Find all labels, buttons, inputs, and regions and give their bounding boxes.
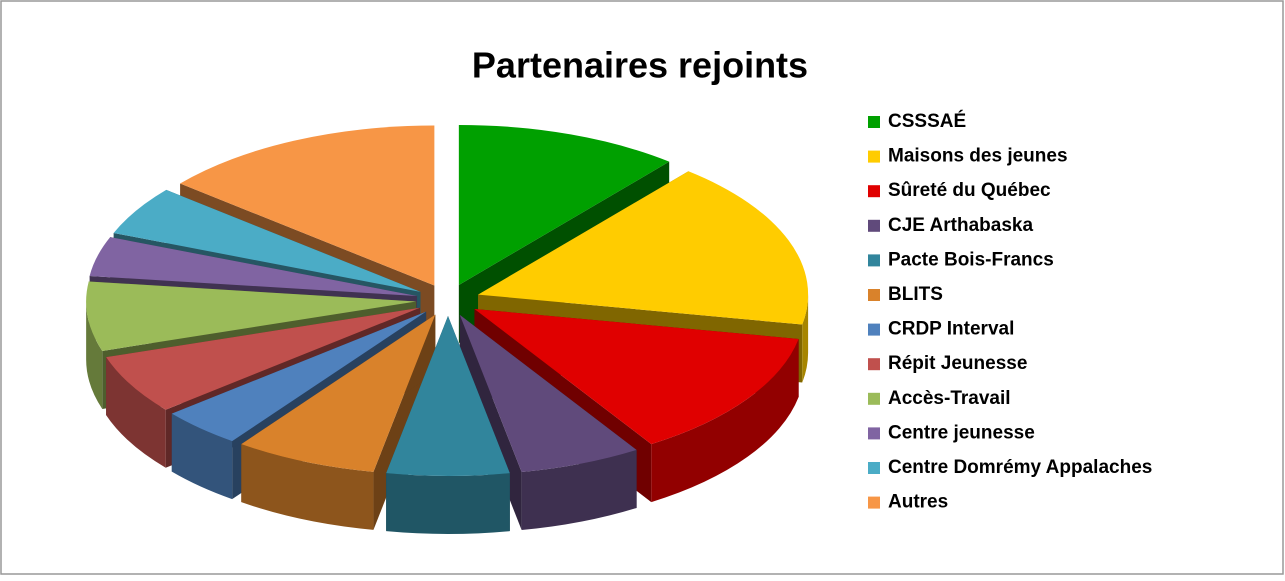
legend-label: Centre Domrémy Appalaches <box>888 457 1152 478</box>
slice-top <box>89 237 418 297</box>
slice-side <box>802 294 809 383</box>
legend-swatch <box>868 427 880 440</box>
slice-top <box>171 311 427 442</box>
legend-swatch <box>868 254 880 267</box>
slice-side <box>171 413 233 500</box>
slice-top <box>474 308 799 445</box>
slice-side <box>386 473 510 534</box>
slice-top <box>86 281 417 351</box>
slice-top <box>241 314 436 472</box>
legend-label: Centre jeunesse <box>888 422 1035 443</box>
chart-title: Partenaires rejoints <box>472 45 808 86</box>
slice-side <box>86 301 103 409</box>
legend-swatch <box>868 358 880 371</box>
legend-label: CSSSAÉ <box>888 110 966 132</box>
pie-slice <box>386 316 510 534</box>
legend-label: Autres <box>888 492 948 513</box>
legend-swatch <box>868 392 880 405</box>
legend-swatch <box>868 289 880 301</box>
slice-top <box>386 316 510 477</box>
slice-side <box>521 449 637 531</box>
slice-top <box>180 125 435 286</box>
legend-label: Répit Jeunesse <box>888 353 1027 374</box>
slice-top <box>106 307 420 410</box>
legend-swatch <box>868 150 880 163</box>
slice-top <box>458 124 670 285</box>
legend-swatch <box>868 185 880 198</box>
legend-label: CJE Arthabaska <box>888 215 1033 236</box>
legend-label: Sûreté du Québec <box>888 180 1051 201</box>
slice-side <box>651 338 799 503</box>
legend-label: BLITS <box>888 284 943 305</box>
legend-swatch <box>868 116 880 128</box>
slice-top <box>459 314 637 473</box>
legend-label: CRDP Interval <box>888 319 1014 340</box>
slice-side <box>241 444 374 530</box>
legend-label: Pacte Bois-Francs <box>888 249 1054 270</box>
legend-swatch <box>868 462 880 474</box>
legend-swatch <box>868 219 880 232</box>
legend-label: Accès-Travail <box>888 388 1011 409</box>
slice-top <box>478 171 809 325</box>
slice-top <box>113 189 421 292</box>
legend-label: Maisons des jeunes <box>888 146 1068 167</box>
legend-swatch <box>868 323 880 336</box>
legend-swatch <box>868 496 880 509</box>
slice-side <box>106 357 166 468</box>
